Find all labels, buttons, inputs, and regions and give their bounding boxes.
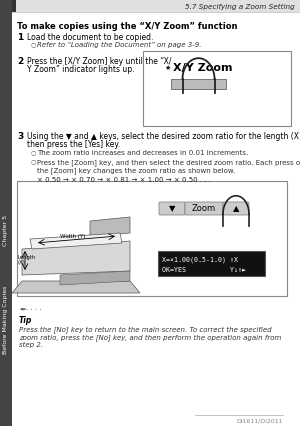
- FancyBboxPatch shape: [223, 202, 249, 216]
- Text: X/Y Zoom: X/Y Zoom: [173, 63, 232, 73]
- Text: Before Making Copies: Before Making Copies: [4, 285, 8, 353]
- Polygon shape: [22, 242, 130, 275]
- Text: 2: 2: [17, 57, 23, 66]
- Bar: [158, 251, 265, 276]
- Bar: [0, 0, 12, 426]
- Text: Tip: Tip: [19, 315, 32, 324]
- Text: zoom ratio, press the [No] key, and then perform the operation again from: zoom ratio, press the [No] key, and then…: [19, 333, 281, 340]
- Bar: [17, 181, 287, 296]
- Polygon shape: [60, 271, 130, 285]
- Polygon shape: [90, 218, 130, 237]
- Text: ○: ○: [31, 42, 37, 47]
- Text: Press the [No] key to return to the main screen. To correct the specified: Press the [No] key to return to the main…: [19, 325, 272, 332]
- Bar: [171, 80, 226, 90]
- Text: ✒: ✒: [19, 304, 26, 313]
- Text: Using the ▼ and ▲ keys, select the desired zoom ratio for the length (X), and: Using the ▼ and ▲ keys, select the desir…: [27, 132, 300, 141]
- Text: 5: 5: [4, 2, 11, 12]
- Text: × 0.50 → × 0.70 → × 0.81 → × 1.00 → × 0.50 . . .: × 0.50 → × 0.70 → × 0.81 → × 1.00 → × 0.…: [37, 177, 211, 183]
- Text: To make copies using the “X/Y Zoom” function: To make copies using the “X/Y Zoom” func…: [17, 22, 238, 31]
- Bar: [0, 0, 16, 13]
- Text: Load the document to be copied.: Load the document to be copied.: [27, 33, 153, 42]
- Bar: [143, 52, 291, 127]
- Text: Length
(X): Length (X): [17, 254, 35, 265]
- Text: Press the [Zoom] key, and then select the desired zoom ratio. Each press of: Press the [Zoom] key, and then select th…: [37, 158, 300, 165]
- Text: OK=YES           Y↓↑►: OK=YES Y↓↑►: [162, 266, 246, 272]
- Text: . . . .: . . . .: [26, 304, 42, 310]
- Text: X=×1.00(0.5-1.0) ↑X: X=×1.00(0.5-1.0) ↑X: [162, 256, 238, 263]
- Text: the [Zoom] key changes the zoom ratio as shown below.: the [Zoom] key changes the zoom ratio as…: [37, 167, 235, 173]
- Text: Y Zoom” indicator lights up.: Y Zoom” indicator lights up.: [27, 65, 134, 74]
- Polygon shape: [30, 233, 122, 249]
- Text: 5.7 Specifying a Zoom Setting: 5.7 Specifying a Zoom Setting: [185, 3, 295, 9]
- Text: The zoom ratio increases and decreases in 0.01 increments.: The zoom ratio increases and decreases i…: [37, 150, 248, 155]
- Polygon shape: [12, 281, 140, 294]
- Text: ▲: ▲: [233, 204, 239, 213]
- Text: ▼: ▼: [169, 204, 175, 213]
- Text: Zoom: Zoom: [192, 204, 216, 213]
- Text: ○: ○: [31, 150, 37, 155]
- Text: ○: ○: [31, 158, 37, 164]
- Text: step 2.: step 2.: [19, 341, 43, 347]
- Text: Width (Y): Width (Y): [60, 233, 85, 239]
- Text: Chapter 5: Chapter 5: [4, 214, 8, 245]
- Text: Di1611/Di2011: Di1611/Di2011: [236, 418, 283, 423]
- FancyBboxPatch shape: [185, 202, 223, 216]
- Bar: [0, 0, 300, 13]
- Text: ★: ★: [165, 65, 171, 71]
- FancyBboxPatch shape: [159, 202, 185, 216]
- Text: Refer to “Loading the Document” on page 3-9.: Refer to “Loading the Document” on page …: [37, 42, 202, 48]
- Text: then press the [Yes] key.: then press the [Yes] key.: [27, 140, 120, 149]
- Text: Press the [X/Y Zoom] key until the “X/: Press the [X/Y Zoom] key until the “X/: [27, 57, 172, 66]
- Text: 3: 3: [17, 132, 23, 141]
- Text: 1: 1: [17, 33, 23, 42]
